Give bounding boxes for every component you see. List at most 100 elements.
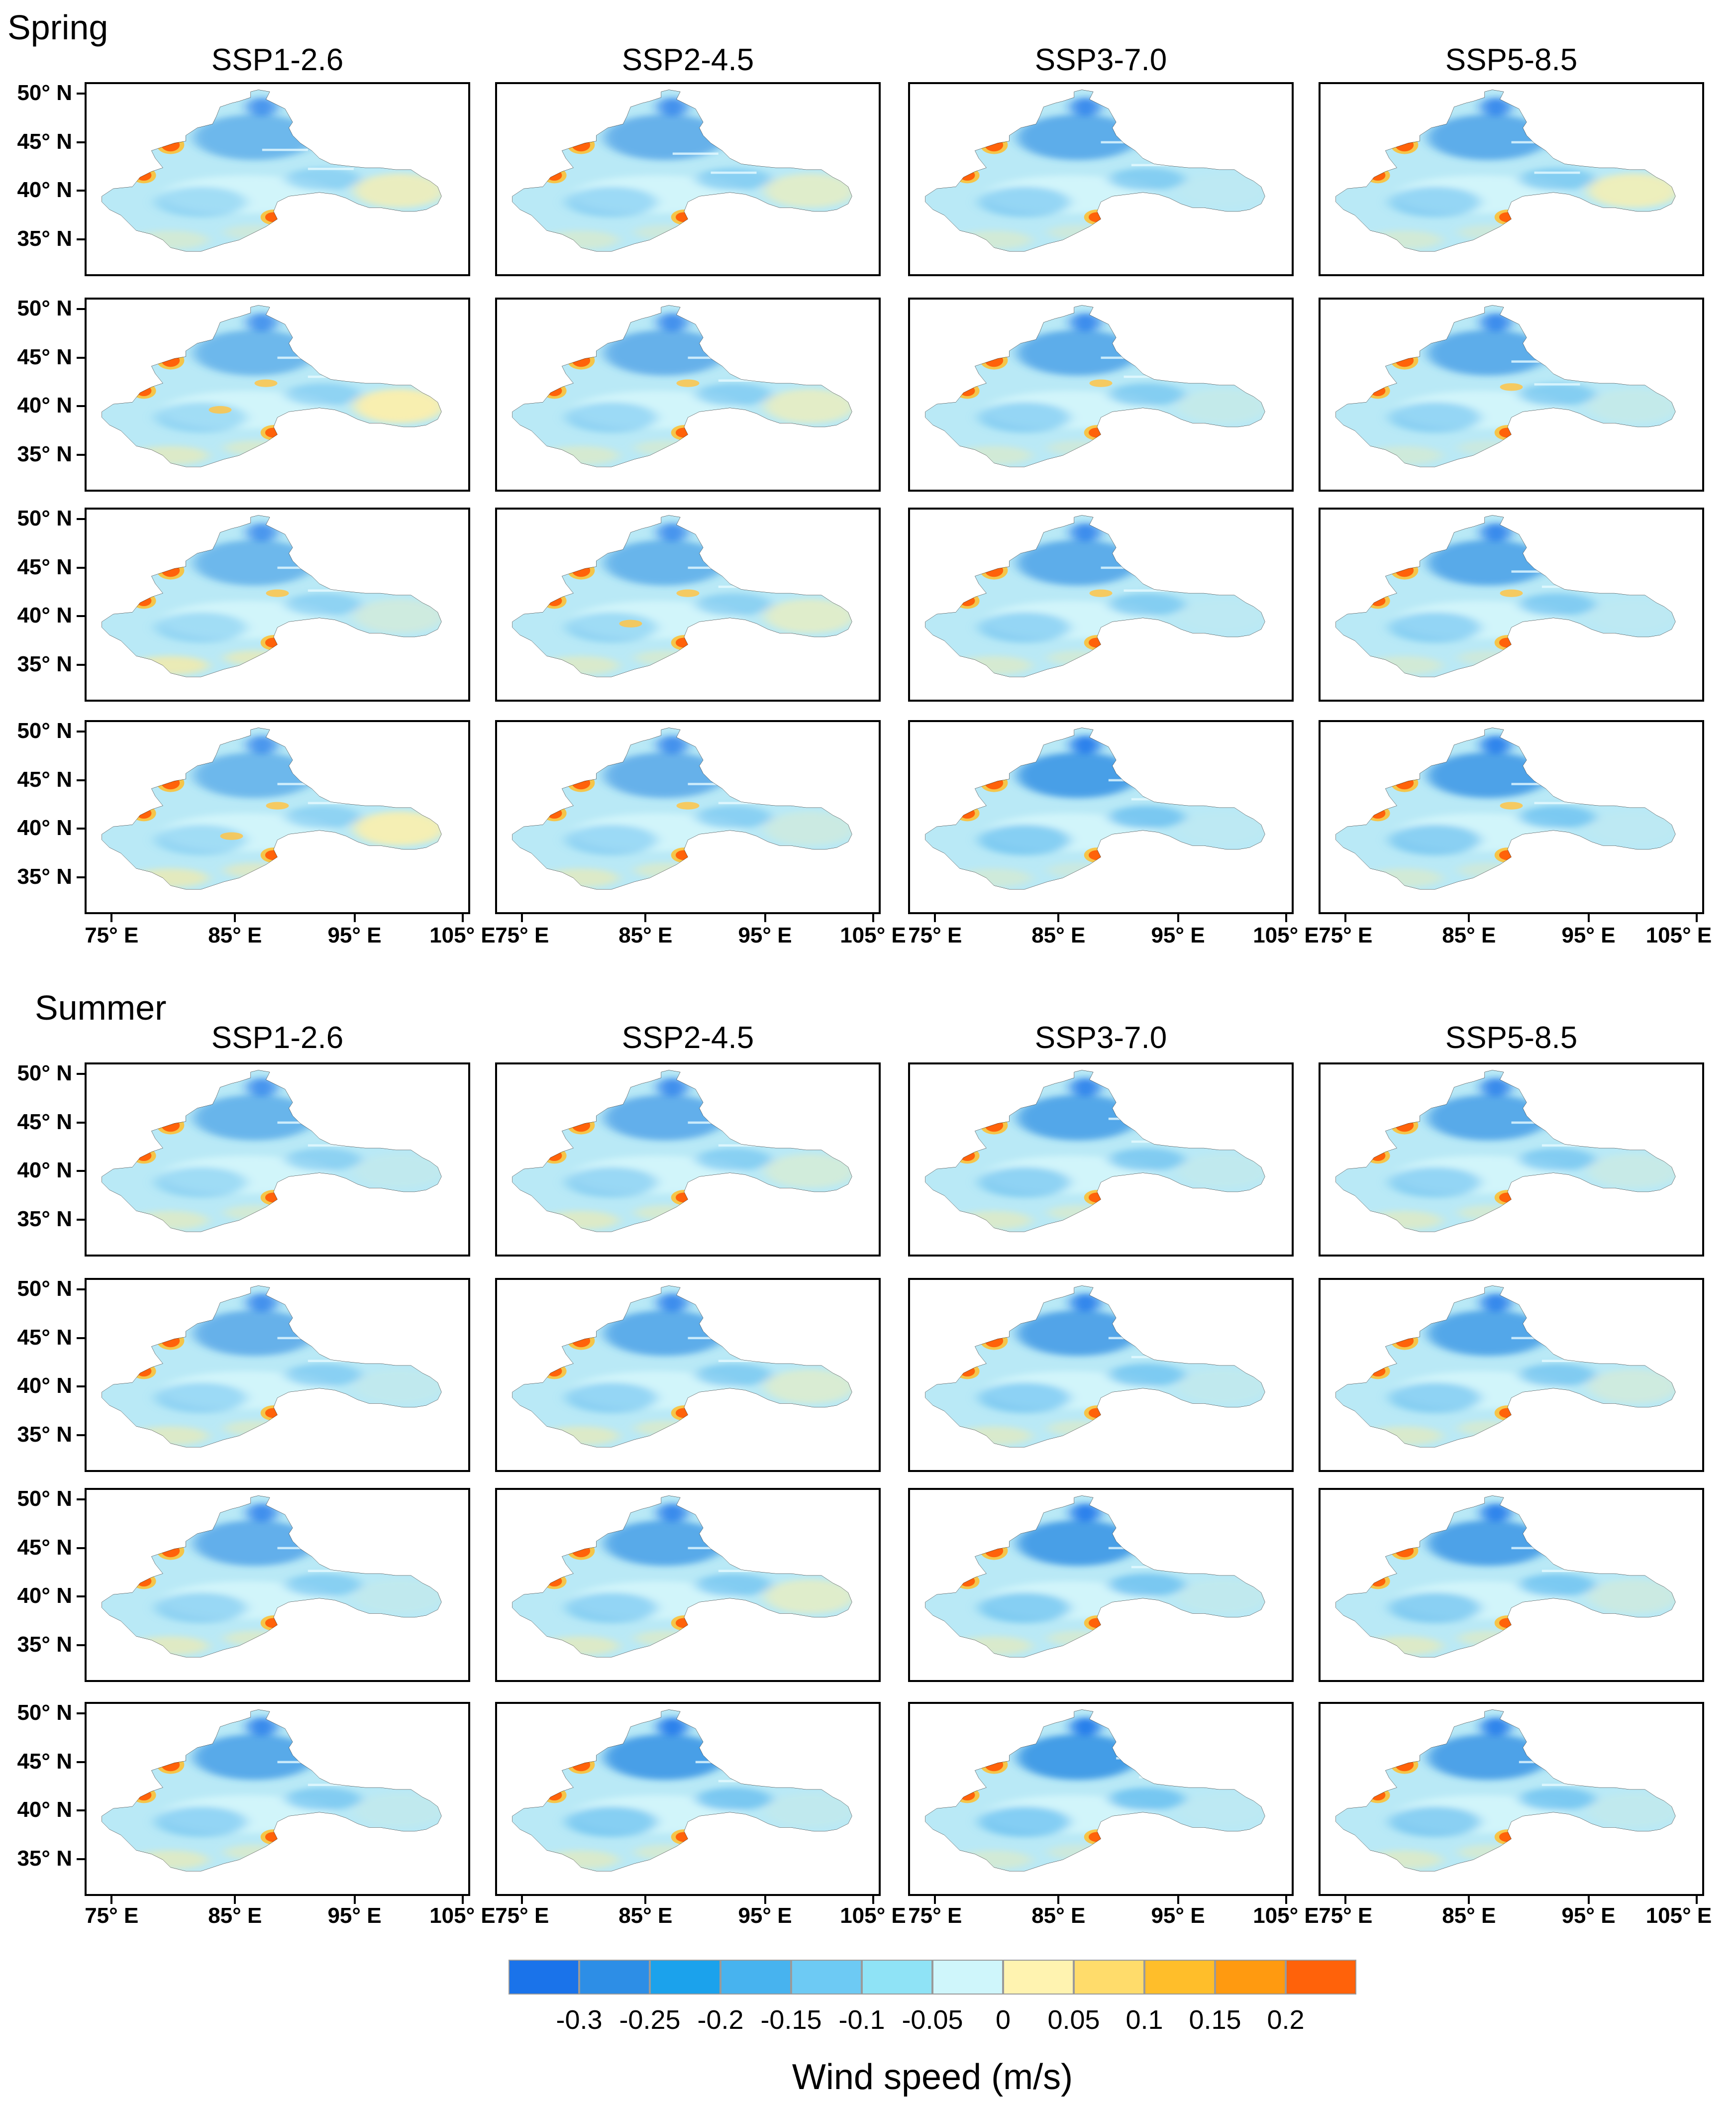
map-panel[interactable]: [908, 720, 1294, 914]
map-panel[interactable]: [85, 1488, 470, 1682]
map-panel[interactable]: [495, 298, 881, 492]
lon-tick: [1177, 914, 1179, 922]
map-panel[interactable]: [1319, 1488, 1704, 1682]
map-panel[interactable]: [1319, 720, 1704, 914]
map-panel[interactable]: [908, 1702, 1294, 1896]
map-panel[interactable]: [908, 298, 1294, 492]
scenario-title: SSP3-7.0: [1034, 1021, 1167, 1055]
map-svg: [910, 84, 1292, 274]
hotspot: [161, 776, 180, 790]
east-warm-area: [1587, 389, 1676, 423]
hotspot: [1499, 637, 1516, 648]
wind-anomaly-field: [512, 1285, 852, 1448]
map-panel[interactable]: [495, 82, 881, 276]
map-panel[interactable]: [85, 1278, 470, 1472]
map-panel[interactable]: [85, 82, 470, 276]
north-tip-blue: [657, 1293, 688, 1312]
region-outline: [512, 305, 852, 467]
hotspot: [161, 1119, 180, 1132]
colorbar-tick-label: 0.15: [1189, 2005, 1241, 2035]
map-panel[interactable]: [85, 720, 470, 914]
map-panel[interactable]: [85, 1062, 470, 1257]
east-warm-area: [764, 1579, 852, 1614]
map-panel[interactable]: [495, 1488, 881, 1682]
lat-tick: [77, 405, 85, 408]
east-warm-area: [353, 599, 442, 633]
west-blue-area: [566, 1382, 658, 1413]
region-outline: [925, 90, 1265, 251]
west-blue-area: [1389, 1592, 1481, 1623]
lat-tick-label: 45° N: [17, 767, 72, 792]
region-outline: [1336, 305, 1676, 467]
map-svg: [87, 1280, 468, 1470]
southwest-warm-band: [1366, 1850, 1443, 1870]
lat-tick: [77, 518, 85, 521]
west-blue-area: [979, 825, 1071, 855]
lat-tick-label: 50° N: [17, 1700, 72, 1725]
map-panel[interactable]: [908, 1488, 1294, 1682]
wind-anomaly-field: [1335, 515, 1676, 677]
lat-tick-label: 50° N: [17, 1061, 72, 1086]
lat-tick: [77, 453, 85, 456]
map-panel[interactable]: [85, 1702, 470, 1896]
map-panel[interactable]: [908, 82, 1294, 276]
region-outline: [925, 728, 1265, 889]
map-panel[interactable]: [1319, 298, 1704, 492]
lat-tick: [77, 1712, 85, 1715]
east-warm-area: [764, 811, 852, 846]
hotspot: [985, 564, 1004, 577]
lon-tick: [1468, 1896, 1470, 1904]
map-panel[interactable]: [495, 1702, 881, 1896]
region-outline: [925, 1070, 1265, 1232]
north-tip-blue: [247, 735, 278, 754]
map-panel[interactable]: [1319, 82, 1704, 276]
central-blue-area: [695, 1574, 772, 1596]
hotspot: [1395, 564, 1414, 577]
light-streak: [718, 1570, 764, 1573]
map-panel[interactable]: [85, 298, 470, 492]
west-blue-area: [566, 825, 658, 855]
map-panel[interactable]: [85, 508, 470, 702]
central-blue-area: [285, 1364, 362, 1386]
east-warm-area: [764, 1154, 852, 1188]
map-panel[interactable]: [495, 720, 881, 914]
map-panel[interactable]: [908, 508, 1294, 702]
hotspot: [265, 637, 282, 648]
hotspot: [1088, 1618, 1106, 1628]
map-panel[interactable]: [1319, 1278, 1704, 1472]
wind-anomaly-field: [1335, 1495, 1676, 1658]
central-blue-area: [695, 383, 772, 406]
region-outline: [102, 1495, 442, 1657]
lon-tick-label: 85° E: [208, 1903, 262, 1928]
region-outline: [102, 1285, 442, 1447]
map-panel[interactable]: [495, 1278, 881, 1472]
lon-tick-label: 105° E: [840, 923, 906, 947]
west-blue-area: [1389, 612, 1481, 643]
southwest-warm-band: [543, 446, 619, 465]
hotspot: [1088, 1408, 1106, 1418]
map-panel[interactable]: [1319, 1702, 1704, 1896]
hotspot: [265, 1192, 282, 1203]
east-warm-area: [1587, 1793, 1676, 1828]
map-panel[interactable]: [1319, 508, 1704, 702]
colorbar-title: Wind speed (m/s): [792, 2057, 1073, 2097]
map-panel[interactable]: [495, 508, 881, 702]
hotspot: [1088, 1832, 1106, 1842]
lat-tick-label: 35° N: [17, 1422, 72, 1447]
region-outline: [1336, 90, 1676, 251]
lat-tick-label: 50° N: [17, 506, 72, 531]
lat-tick-label: 45° N: [17, 1109, 72, 1134]
north-blue-area: [604, 1310, 726, 1356]
region-outline: [102, 90, 442, 251]
map-panel[interactable]: [908, 1062, 1294, 1257]
north-tip-blue: [657, 313, 688, 332]
map-panel[interactable]: [908, 1278, 1294, 1472]
east-warm-area: [764, 1369, 852, 1404]
west-blue-area: [155, 187, 247, 217]
map-panel[interactable]: [495, 1062, 881, 1257]
wind-anomaly-field: [1335, 1285, 1676, 1448]
map-svg: [497, 300, 879, 490]
southwest-warm-band: [132, 1211, 209, 1230]
map-panel[interactable]: [1319, 1062, 1704, 1257]
hotspot: [1088, 637, 1106, 648]
